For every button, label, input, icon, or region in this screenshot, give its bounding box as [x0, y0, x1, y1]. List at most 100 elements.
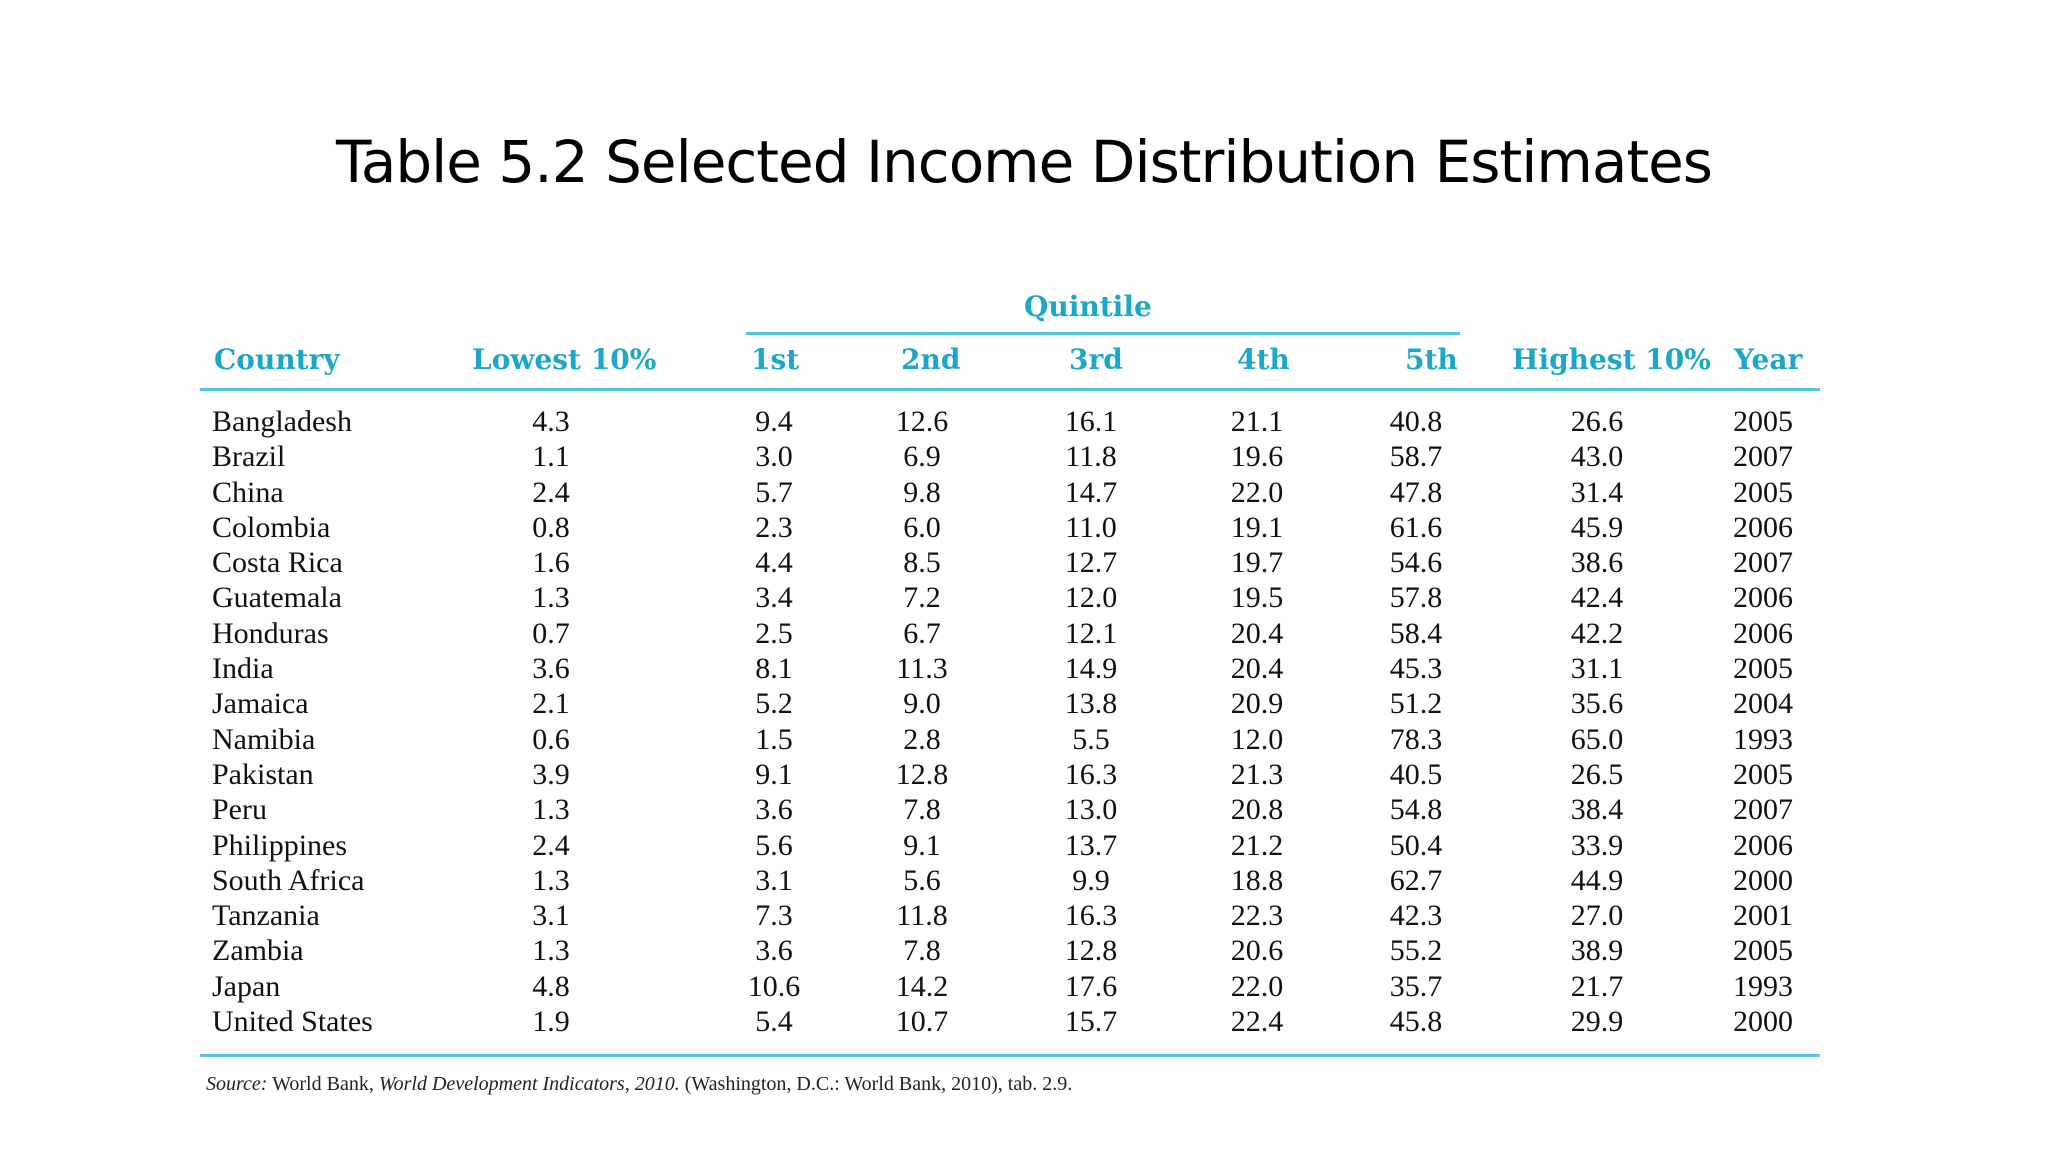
cell-year: 2005: [1733, 652, 1793, 686]
cell-q2: 6.9: [903, 440, 941, 474]
cell-country: Zambia: [212, 934, 304, 968]
cell-q3: 15.7: [1064, 1005, 1118, 1039]
table-row: Colombia 0.8 2.3 6.0 11.0 19.1 61.6 45.9 2006: [200, 511, 1820, 546]
cell-q4: 18.8: [1230, 863, 1284, 897]
cell-q3: 12.8: [1064, 934, 1118, 968]
cell-q2: 7.8: [903, 793, 941, 827]
cell-q2: 12.6: [895, 405, 949, 438]
cell-lowest-10: 1.3: [532, 793, 570, 827]
cell-year: 2007: [1733, 793, 1793, 827]
cell-q2: 10.7: [895, 1005, 949, 1039]
cell-q5: 78.3: [1389, 722, 1443, 756]
cell-highest-10: 26.5: [1570, 757, 1624, 791]
cell-year: 2005: [1733, 405, 1793, 438]
cell-year: 2007: [1733, 546, 1793, 580]
cell-q3: 13.0: [1064, 793, 1118, 827]
cell-country: Philippines: [212, 828, 348, 862]
cell-year: 2005: [1733, 757, 1793, 791]
source-prefix: Source:: [206, 1073, 268, 1095]
cell-q3: 17.6: [1064, 969, 1118, 1003]
cell-q4: 19.6: [1230, 440, 1284, 474]
cell-q5: 47.8: [1389, 475, 1443, 509]
cell-highest-10: 43.0: [1570, 440, 1624, 474]
table-row: South Africa 1.3 3.1 5.6 9.9 18.8 62.7 44.9 2000: [200, 864, 1820, 899]
cell-q1: 4.4: [755, 546, 793, 580]
cell-lowest-10: 2.4: [532, 828, 570, 862]
header-rule: [200, 388, 1820, 391]
cell-q2: 5.6: [903, 863, 941, 897]
cell-q2: 9.1: [903, 828, 941, 862]
cell-q3: 12.7: [1064, 546, 1118, 580]
cell-q1: 5.2: [755, 687, 793, 721]
source-text-b: (Washington, D.C.: World Bank, 2010), ta…: [679, 1073, 1073, 1095]
cell-q5: 58.4: [1389, 616, 1443, 650]
cell-q5: 35.7: [1389, 969, 1443, 1003]
cell-highest-10: 38.9: [1570, 934, 1624, 968]
cell-q5: 40.8: [1389, 405, 1443, 438]
cell-lowest-10: 1.3: [532, 581, 570, 615]
cell-q2: 9.0: [903, 687, 941, 721]
cell-country: Pakistan: [212, 757, 314, 791]
cell-country: Bangladesh: [212, 405, 352, 438]
cell-highest-10: 33.9: [1570, 828, 1624, 862]
cell-q4: 12.0: [1230, 722, 1284, 756]
table-row: Zambia 1.3 3.6 7.8 12.8 20.6 55.2 38.9 2005: [200, 934, 1820, 969]
cell-year: 2005: [1733, 934, 1793, 968]
cell-q3: 11.8: [1065, 440, 1117, 474]
cell-highest-10: 45.9: [1570, 510, 1624, 544]
table-row: Guatemala 1.3 3.4 7.2 12.0 19.5 57.8 42.4 2006: [200, 581, 1820, 616]
table-row: Tanzania 3.1 7.3 11.8 16.3 22.3 42.3 27.0 2001: [200, 899, 1820, 934]
cell-year: 2005: [1733, 475, 1793, 509]
cell-year: 2006: [1733, 828, 1793, 862]
cell-q5: 42.3: [1389, 899, 1443, 933]
cell-q4: 22.4: [1230, 1005, 1284, 1039]
column-header-highest-10: Highest 10%: [1512, 343, 1711, 376]
cell-country: Brazil: [212, 440, 286, 474]
cell-q2: 11.3: [896, 652, 948, 686]
cell-q2: 7.2: [903, 581, 941, 615]
table-row: Philippines 2.4 5.6 9.1 13.7 21.2 50.4 33.9 2006: [200, 829, 1820, 864]
cell-country: Jamaica: [212, 687, 309, 721]
cell-lowest-10: 1.6: [532, 546, 570, 580]
cell-q2: 2.8: [903, 722, 941, 756]
cell-highest-10: 42.4: [1570, 581, 1624, 615]
cell-q1: 9.1: [755, 757, 793, 791]
cell-country: Japan: [212, 969, 281, 1003]
table-row: Jamaica 2.1 5.2 9.0 13.8 20.9 51.2 35.6 2004: [200, 687, 1820, 722]
column-header-3rd: 3rd: [1069, 343, 1123, 376]
column-header-5th: 5th: [1405, 343, 1458, 376]
cell-year: 2000: [1733, 863, 1793, 897]
cell-q4: 19.7: [1230, 546, 1284, 580]
cell-q4: 22.0: [1230, 475, 1284, 509]
cell-highest-10: 44.9: [1570, 863, 1624, 897]
cell-q3: 16.3: [1064, 757, 1118, 791]
cell-q4: 20.4: [1230, 652, 1284, 686]
column-header-1st: 1st: [751, 343, 800, 376]
cell-q1: 3.4: [755, 581, 793, 615]
cell-highest-10: 29.9: [1570, 1005, 1624, 1039]
cell-q1: 8.1: [755, 652, 793, 686]
cell-q4: 20.8: [1230, 793, 1284, 827]
cell-country: Guatemala: [212, 581, 342, 615]
quintile-rule: [746, 332, 1460, 335]
cell-country: Colombia: [212, 510, 331, 544]
cell-lowest-10: 3.9: [532, 757, 570, 791]
cell-q3: 12.0: [1064, 581, 1118, 615]
cell-year: 2007: [1733, 440, 1793, 474]
cell-year: 2006: [1733, 510, 1793, 544]
cell-q3: 14.7: [1064, 475, 1118, 509]
cell-year: 2006: [1733, 616, 1793, 650]
cell-q5: 58.7: [1389, 440, 1443, 474]
cell-lowest-10: 3.6: [532, 652, 570, 686]
cell-q5: 55.2: [1389, 934, 1443, 968]
cell-year: 2000: [1733, 1005, 1793, 1039]
cell-q1: 3.1: [755, 863, 793, 897]
cell-highest-10: 31.1: [1570, 652, 1624, 686]
cell-q4: 20.4: [1230, 616, 1284, 650]
cell-country: Costa Rica: [212, 546, 343, 580]
cell-q1: 3.0: [755, 440, 793, 474]
cell-lowest-10: 4.8: [532, 969, 570, 1003]
cell-q2: 6.0: [903, 510, 941, 544]
table-row: Japan 4.8 10.6 14.2 17.6 22.0 35.7 21.7 1993: [200, 970, 1820, 1005]
cell-q2: 7.8: [903, 934, 941, 968]
